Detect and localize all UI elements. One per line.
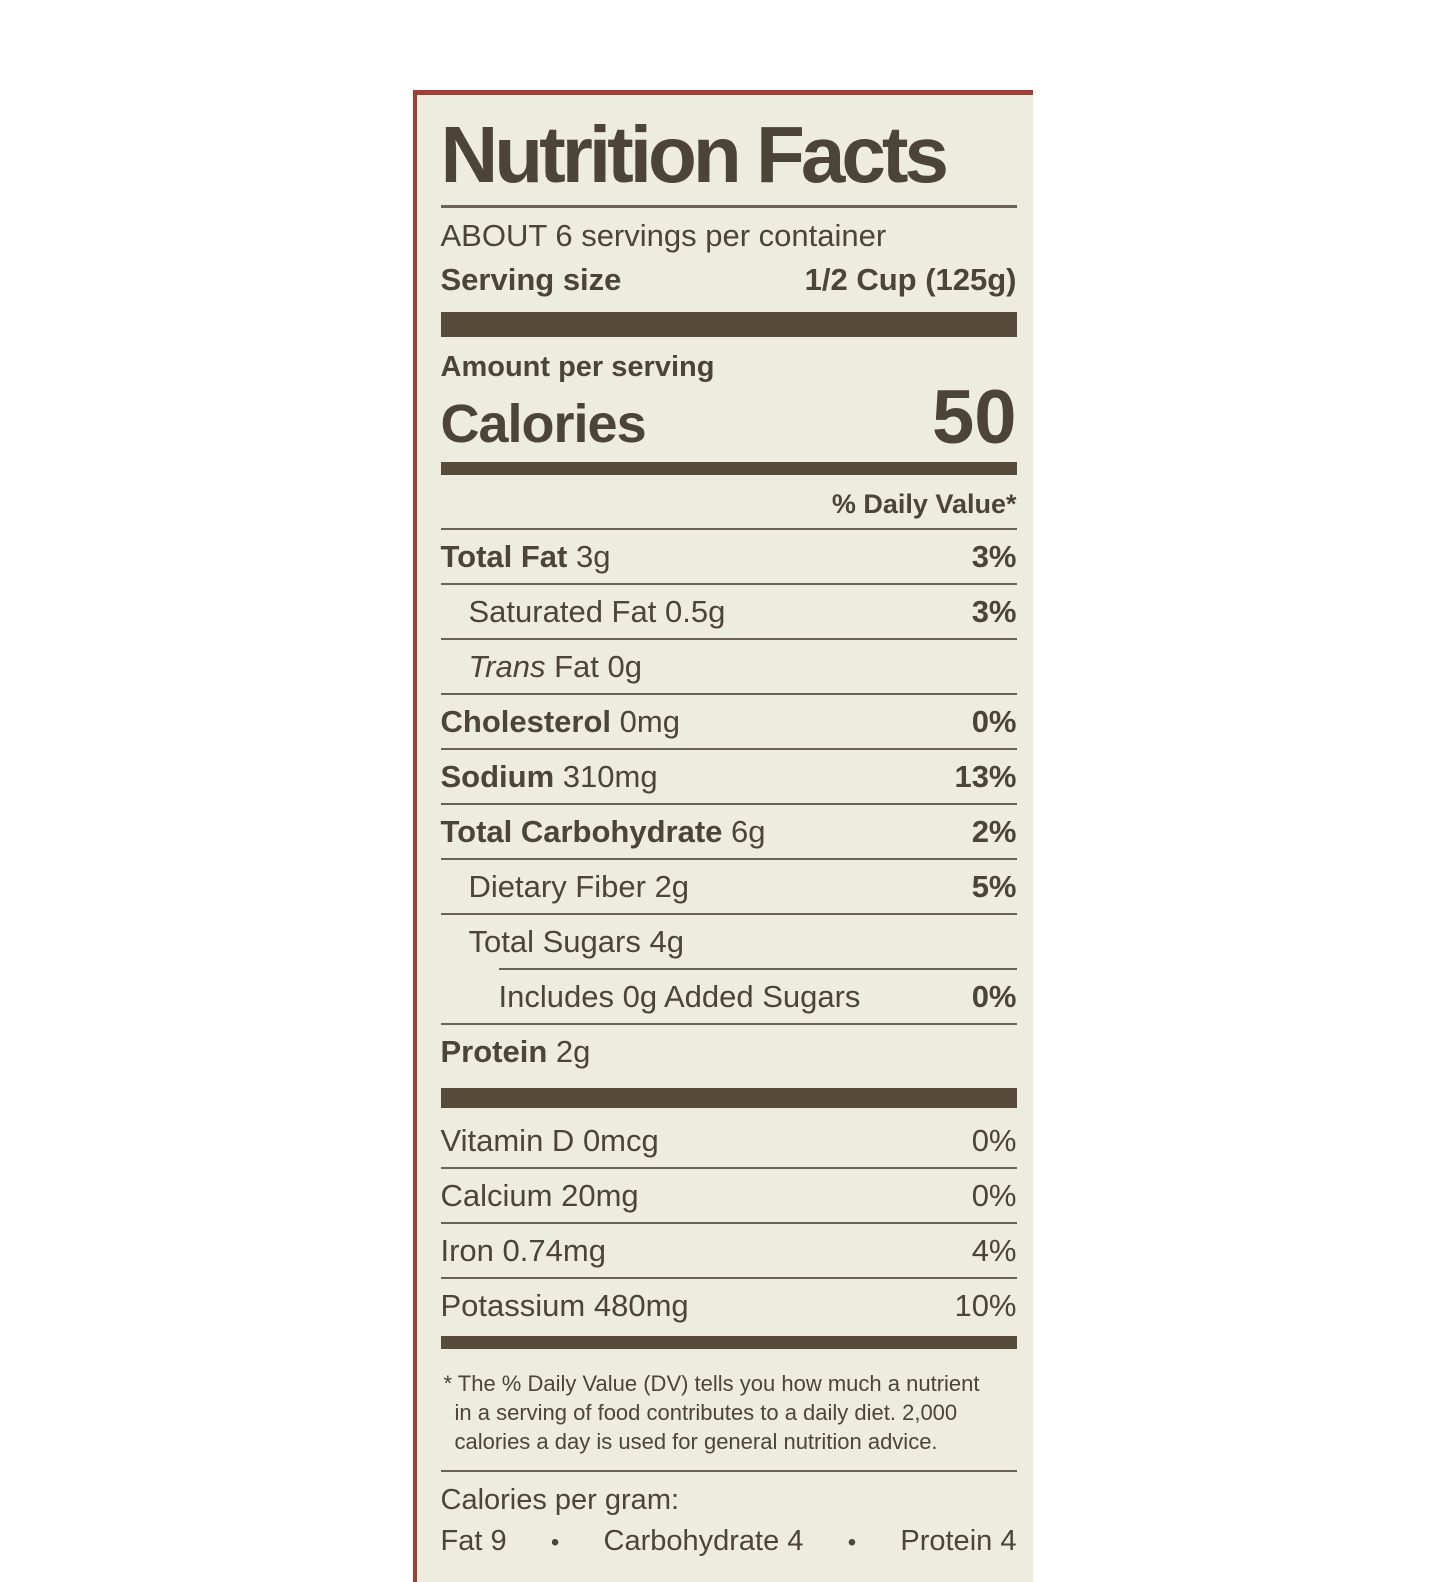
micronutrient-amount: 0mcg xyxy=(582,1123,659,1159)
nutrient-amount: 2g xyxy=(654,869,690,905)
nutrient-row-cholesterol: Cholesterol 0mg 0% xyxy=(440,695,1017,751)
nutrient-name: Total Fat xyxy=(440,539,568,575)
micronutrient-amount: 480mg xyxy=(593,1288,689,1324)
micronutrient-amount: 0.74mg xyxy=(502,1233,606,1269)
footnote-text: The % Daily Value (DV) tells you how muc… xyxy=(454,1371,980,1455)
nutrient-dv: 0% xyxy=(971,979,1017,1015)
nutrient-amount: 3g xyxy=(576,539,611,575)
nutrient-dv: 3% xyxy=(971,594,1017,630)
nutrient-dv: 0% xyxy=(971,704,1017,740)
nutrient-amount: 4g xyxy=(649,924,684,960)
divider-bar-section xyxy=(440,1088,1017,1109)
divider-bar-thick xyxy=(440,312,1017,337)
micronutrient-row-iron: Iron 0.74mg 4% xyxy=(440,1224,1017,1280)
nutrition-facts-label: Nutrition Facts ABOUT 6 servings per con… xyxy=(412,90,1033,1582)
daily-value-footnote: * The % Daily Value (DV) tells you how m… xyxy=(441,1359,1017,1468)
nutrient-dv: 3% xyxy=(971,539,1017,575)
nutrient-name: Includes 0g Added Sugars xyxy=(498,979,861,1015)
divider-bar-medium xyxy=(440,462,1017,476)
nutrient-row-total-fat: Total Fat 3g 3% xyxy=(440,530,1017,586)
serving-size-row: Serving size 1/2 Cup (125g) xyxy=(441,258,1017,308)
micronutrient-row-calcium: Calcium 20mg 0% xyxy=(440,1169,1017,1225)
micronutrient-name: Iron xyxy=(440,1233,494,1269)
nutrient-row-sodium: Sodium 310mg 13% xyxy=(440,750,1017,806)
calories-row: Calories 50 xyxy=(440,375,1017,460)
nutrient-name: Fat xyxy=(554,649,599,685)
serving-size-value: 1/2 Cup (125g) xyxy=(804,262,1017,297)
micronutrient-name: Calcium xyxy=(440,1178,553,1214)
nutrient-name: Saturated Fat xyxy=(468,594,657,630)
servings-per-container: ABOUT 6 servings per container xyxy=(440,218,887,253)
nutrient-name: Total Sugars xyxy=(468,924,641,960)
nutrient-amount: 0.5g xyxy=(664,594,726,630)
calories-per-gram-row: Fat 9 • Carbohydrate 4 • Protein 4 xyxy=(441,1519,1017,1560)
nutrient-amount: 2g xyxy=(555,1034,591,1070)
nutrient-row-total-carbohydrate: Total Carbohydrate 6g 2% xyxy=(440,805,1017,861)
nutrient-amount: 0mg xyxy=(619,704,680,740)
calories-per-gram-heading: Calories per gram: xyxy=(440,1484,680,1517)
nutrient-row-protein: Protein 2g xyxy=(441,1025,1017,1078)
bullet-icon: • xyxy=(847,1529,857,1557)
nutrient-row-trans-fat: Trans Fat 0g xyxy=(440,640,1017,696)
micronutrient-row-vitamin-d: Vitamin D 0mcg 0% xyxy=(440,1114,1017,1170)
bullet-icon: • xyxy=(550,1529,560,1557)
micronutrient-amount: 20mg xyxy=(561,1178,639,1214)
cpg-carbohydrate: Carbohydrate 4 xyxy=(603,1525,804,1558)
nutrient-name: Sodium xyxy=(440,759,555,795)
nutrient-dv: 5% xyxy=(971,869,1017,905)
micronutrient-dv: 4% xyxy=(971,1233,1017,1269)
nutrient-name-italic: Trans xyxy=(468,649,546,685)
nutrition-facts-title: Nutrition Facts xyxy=(440,109,1017,208)
daily-value-header: % Daily Value* xyxy=(440,481,1017,531)
nutrient-dv: 13% xyxy=(954,759,1017,795)
amount-per-serving-label: Amount per serving xyxy=(440,351,715,383)
micronutrient-name: Potassium xyxy=(440,1288,586,1324)
cpg-fat: Fat 9 xyxy=(440,1525,507,1558)
nutrient-row-added-sugars: Includes 0g Added Sugars 0% xyxy=(440,970,1017,1026)
nutrient-row-dietary-fiber: Dietary Fiber 2g 5% xyxy=(440,860,1017,916)
indented-separator xyxy=(498,968,1017,971)
nutrient-name: Cholesterol xyxy=(440,704,612,740)
serving-size-label: Serving size xyxy=(440,262,622,297)
micronutrient-row-potassium: Potassium 480mg 10% xyxy=(441,1279,1017,1332)
nutrient-name: Dietary Fiber xyxy=(468,869,646,905)
nutrient-amount: 0g xyxy=(607,649,642,685)
divider-bar-bottom xyxy=(440,1336,1017,1350)
calories-value: 50 xyxy=(931,375,1017,460)
micronutrient-dv: 0% xyxy=(971,1178,1017,1214)
nutrient-name: Protein xyxy=(440,1034,548,1070)
nutrient-dv: 2% xyxy=(971,814,1017,850)
nutrient-name: Total Carbohydrate xyxy=(440,814,723,850)
micronutrient-name: Vitamin D xyxy=(440,1123,575,1159)
footnote-asterisk: * xyxy=(443,1371,453,1397)
micronutrient-dv: 0% xyxy=(971,1123,1017,1159)
nutrient-row-saturated-fat: Saturated Fat 0.5g 3% xyxy=(440,585,1017,641)
nutrient-amount: 6g xyxy=(731,814,766,850)
nutrient-row-total-sugars: Total Sugars 4g xyxy=(441,915,1017,968)
nutrient-amount: 310mg xyxy=(562,759,658,795)
cpg-protein: Protein 4 xyxy=(900,1525,1017,1558)
micronutrient-dv: 10% xyxy=(954,1288,1017,1324)
calories-label: Calories xyxy=(440,393,647,454)
